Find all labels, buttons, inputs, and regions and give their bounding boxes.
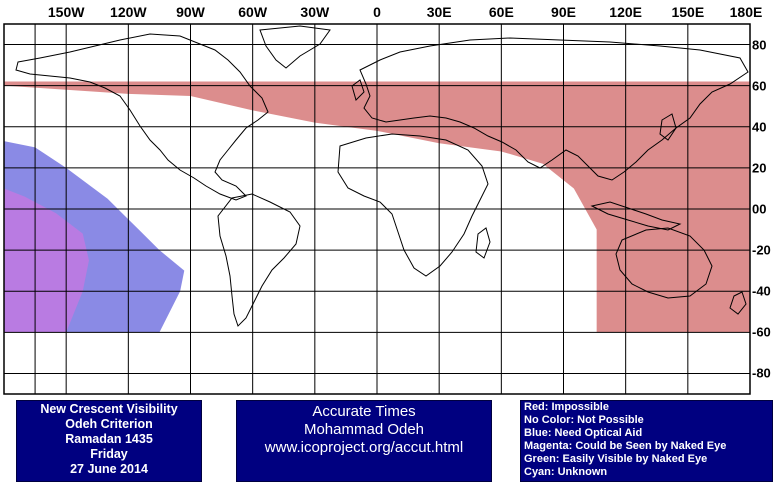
title-line-1: New Crescent Visibility <box>40 402 178 416</box>
longitude-label: 120W <box>110 4 147 20</box>
north-america-outline <box>15 33 269 201</box>
legend-item-cyan: Cyan: Unknown <box>524 466 608 478</box>
new-zealand-outline <box>729 291 747 315</box>
legend-item-no-color: No Color: Not Possible <box>524 414 644 426</box>
map-frame <box>3 23 751 395</box>
legend-item-blue: Blue: Need Optical Aid <box>524 427 643 439</box>
zone-naked-eye <box>4 188 89 333</box>
longitude-label: 60E <box>488 4 514 20</box>
continent-outlines <box>15 25 749 327</box>
longitude-axis: 150W 120W 90W 60W 30W 0 30E 60E 90E 120E 150E 180E <box>0 0 779 24</box>
latitude-label: 00 <box>752 201 767 217</box>
title-panel: New Crescent Visibility Odeh Criterion R… <box>16 400 202 482</box>
africa-outline <box>337 133 489 277</box>
madagascar-outline <box>475 227 491 259</box>
latitude-label: -80 <box>752 365 771 381</box>
longitude-label: 180E <box>729 4 763 20</box>
title-line-5: 27 June 2014 <box>70 462 148 476</box>
latitude-label: -40 <box>752 283 771 299</box>
australia-outline <box>615 227 713 299</box>
credit-link[interactable]: www.icoproject.org/accut.html <box>264 439 464 456</box>
latitude-label: 80 <box>752 37 767 53</box>
longitude-label: 30E <box>426 4 452 20</box>
longitude-label: 150E <box>671 4 705 20</box>
longitude-label: 30W <box>300 4 330 20</box>
latitude-label: 20 <box>752 160 767 176</box>
credit-line-1: Accurate Times <box>312 403 416 420</box>
latitude-label: -60 <box>752 324 771 340</box>
indonesia-outline <box>590 201 682 231</box>
credit-line-2: Mohammad Odeh <box>303 421 425 438</box>
latitude-label: 40 <box>752 119 767 135</box>
longitude-label: 90W <box>176 4 205 20</box>
legend-item-red: Red: Impossible <box>524 401 609 413</box>
title-line-2: Odeh Criterion <box>65 417 153 431</box>
latitude-label: -20 <box>752 242 771 258</box>
map-grid <box>4 24 751 394</box>
legend-item-magenta: Magenta: Could be Seen by Naked Eye <box>524 440 727 452</box>
longitude-label: 120E <box>609 4 643 20</box>
title-line-3: Ramadan 1435 <box>65 432 153 446</box>
title-line-4: Friday <box>90 447 128 461</box>
credit-panel: Accurate Times Mohammad Odeh www.icoproj… <box>236 400 492 482</box>
latitude-label: 60 <box>752 78 767 94</box>
longitude-label: 150W <box>47 4 85 20</box>
longitude-label: 90E <box>551 4 576 20</box>
longitude-label: 0 <box>373 4 381 20</box>
legend-item-green: Green: Easily Visible by Naked Eye <box>524 453 708 465</box>
uk-outline <box>351 79 365 101</box>
greenland-outline <box>259 25 331 69</box>
longitude-label: 60W <box>238 4 268 20</box>
legend-panel: Red: Impossible No Color: Not Possible B… <box>520 400 773 482</box>
visibility-map <box>3 23 751 395</box>
south-america-outline <box>217 193 301 327</box>
eurasia-outline <box>359 37 749 181</box>
japan-outline <box>659 113 677 141</box>
